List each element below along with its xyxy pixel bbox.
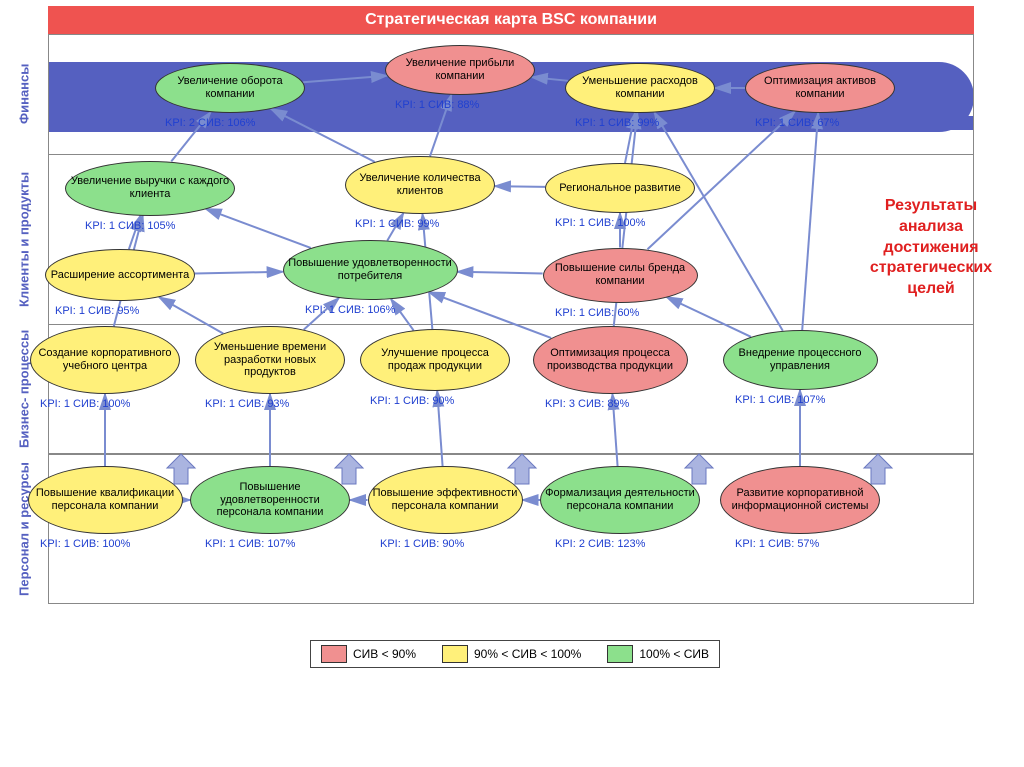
node-bp_upravl: Внедрение процессного управления — [723, 330, 878, 390]
node-fin_aktiv: Оптимизация активов компании — [745, 63, 895, 113]
node-fin_oborot: Увеличение оборота компании — [155, 63, 305, 113]
node-bp_proizv: Оптимизация процесса производства продук… — [533, 326, 688, 394]
row-label-finance: Финансы — [0, 34, 48, 154]
kpi-fin_oborot: KPI: 2 СИВ: 106% — [165, 117, 255, 129]
node-cl_region: Региональное развитие — [545, 163, 695, 213]
legend-label-green: 100% < СИВ — [639, 647, 709, 661]
kpi-hr_udovl: KPI: 1 СИВ: 107% — [205, 538, 295, 550]
kpi-fin_rashod: KPI: 1 СИВ: 99% — [575, 117, 659, 129]
up-arrow-icon — [683, 452, 715, 486]
legend-swatch-green — [607, 645, 633, 663]
up-arrow-icon — [862, 452, 894, 486]
kpi-cl_region: KPI: 1 СИВ: 100% — [555, 217, 645, 229]
node-bp_vremya: Уменьшение времени разработки новых прод… — [195, 326, 345, 394]
kpi-fin_aktiv: KPI: 1 СИВ: 67% — [755, 117, 839, 129]
node-fin_pribyl: Увеличение прибыли компании — [385, 45, 535, 95]
up-arrow-icon — [165, 452, 197, 486]
kpi-bp_uchcentr: KPI: 1 СИВ: 100% — [40, 398, 130, 410]
kpi-cl_brand: KPI: 1 СИВ: 60% — [555, 307, 639, 319]
kpi-bp_upravl: KPI: 1 СИВ: 107% — [735, 394, 825, 406]
row-label-hr: Персонал и ресурсы — [0, 454, 48, 604]
legend-swatch-yellow — [442, 645, 468, 663]
node-hr_infsys: Развитие корпоративной информационной си… — [720, 466, 880, 534]
node-bp_prodazh: Улучшение процесса продаж продукции — [360, 329, 510, 391]
node-fin_rashod: Уменьшение расходов компании — [565, 63, 715, 113]
node-cl_kolich: Увеличение количества клиентов — [345, 156, 495, 214]
node-cl_assort: Расширение ассортимента — [45, 249, 195, 301]
kpi-cl_udovl: KPI: 1 СИВ: 106% — [305, 304, 395, 316]
legend-label-red: СИВ < 90% — [353, 647, 416, 661]
up-arrow-icon — [333, 452, 365, 486]
kpi-cl_assort: KPI: 1 СИВ: 95% — [55, 305, 139, 317]
node-hr_formal: Формализация деятельности персонала комп… — [540, 466, 700, 534]
node-cl_udovl: Повышение удовлетворенности потребителя — [283, 240, 458, 300]
node-cl_brand: Повышение силы бренда компании — [543, 248, 698, 303]
kpi-cl_vyruchka: KPI: 1 СИВ: 105% — [85, 220, 175, 232]
kpi-fin_pribyl: KPI: 1 СИВ: 88% — [395, 99, 479, 111]
legend: СИВ < 90% 90% < СИВ < 100% 100% < СИВ — [310, 640, 720, 668]
kpi-hr_formal: KPI: 2 СИВ: 123% — [555, 538, 645, 550]
node-hr_kvalif: Повышение квалификации персонала компани… — [28, 466, 183, 534]
node-cl_vyruchka: Увеличение выручки с каждого клиента — [65, 161, 235, 216]
page-title: Стратегическая карта BSC компании — [48, 6, 974, 34]
row-label-clients: Клиенты и продукты — [0, 154, 48, 324]
kpi-bp_vremya: KPI: 1 СИВ: 93% — [205, 398, 289, 410]
kpi-hr_effekt: KPI: 1 СИВ: 90% — [380, 538, 464, 550]
up-arrow-icon — [506, 452, 538, 486]
side-analysis-text: Результаты анализа достижения стратегиче… — [856, 196, 1006, 300]
kpi-cl_kolich: KPI: 1 СИВ: 99% — [355, 218, 439, 230]
legend-swatch-red — [321, 645, 347, 663]
node-hr_effekt: Повышение эффективности персонала компан… — [368, 466, 523, 534]
kpi-bp_proizv: KPI: 3 СИВ: 89% — [545, 398, 629, 410]
node-bp_uchcentr: Создание корпоративного учебного центра — [30, 326, 180, 394]
node-hr_udovl: Повышение удовлетворенности персонала ко… — [190, 466, 350, 534]
kpi-hr_kvalif: KPI: 1 СИВ: 100% — [40, 538, 130, 550]
kpi-bp_prodazh: KPI: 1 СИВ: 90% — [370, 395, 454, 407]
kpi-hr_infsys: KPI: 1 СИВ: 57% — [735, 538, 819, 550]
bsc-strategy-map: Стратегическая карта BSC компании Финанс… — [0, 0, 1024, 767]
legend-label-yellow: 90% < СИВ < 100% — [474, 647, 581, 661]
